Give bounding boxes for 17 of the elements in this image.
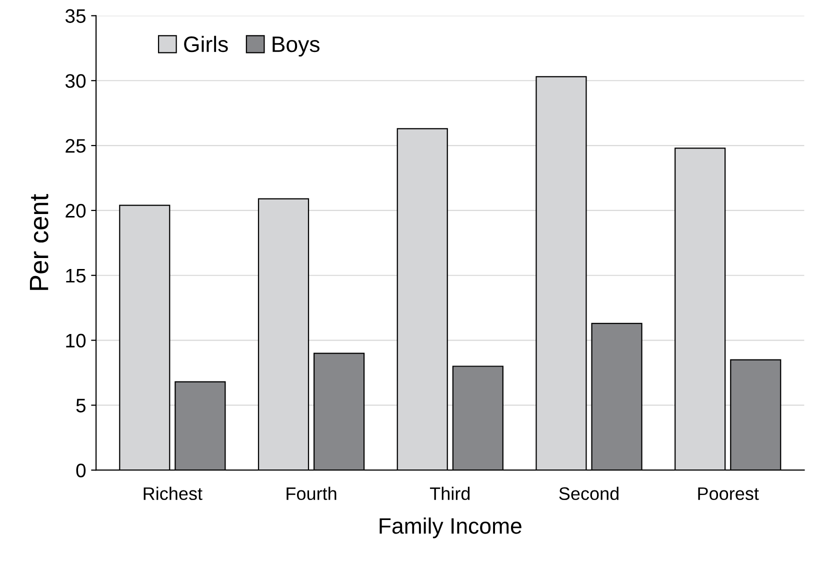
y-tick-label: 35: [65, 9, 86, 23]
x-tick-label: Richest: [144, 486, 202, 500]
legend-label: Boys: [272, 36, 320, 57]
y-tick-label: 10: [66, 334, 86, 348]
x-axis-title: Family Income: [380, 518, 522, 538]
y-tick-label: 20: [66, 204, 86, 218]
x-tick-label: Fourth: [286, 486, 336, 500]
y-tick-label: 25: [66, 139, 86, 153]
x-tick-label: Poorest: [698, 487, 759, 500]
x-tick-label: Second: [559, 486, 618, 500]
y-axis-title: Per cent: [30, 194, 48, 290]
x-tick-label: Third: [430, 486, 470, 500]
y-tick-label: 15: [66, 269, 86, 283]
legend-label: Girls: [184, 36, 228, 52]
y-tick-label: 0: [76, 464, 86, 478]
y-tick-label: 30: [65, 74, 86, 88]
y-tick-label: 5: [76, 398, 86, 412]
